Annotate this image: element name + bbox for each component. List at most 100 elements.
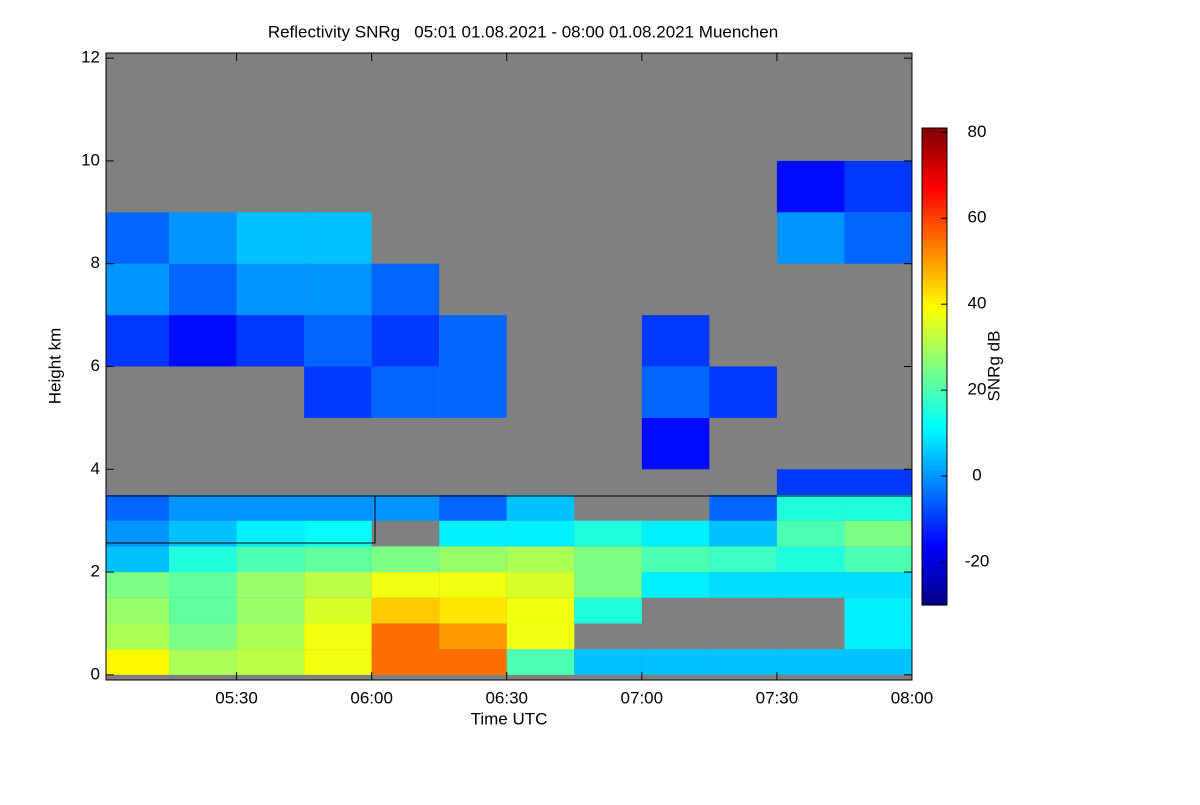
heatmap-cell — [106, 494, 170, 521]
heatmap-cell — [709, 649, 777, 675]
y-tick-label: 10 — [81, 150, 100, 169]
colorbar-step — [922, 235, 947, 240]
heatmap-cell — [304, 623, 372, 650]
y-axis-label: Height km — [45, 328, 64, 405]
colorbar-step — [922, 446, 947, 451]
colorbar-step — [922, 521, 947, 527]
colorbar-step — [922, 505, 947, 511]
heatmap-cell — [304, 520, 372, 547]
x-tick-label: 06:00 — [350, 688, 393, 707]
colorbar-step — [922, 593, 947, 598]
colorbar-step — [922, 179, 947, 185]
heatmap-cell — [574, 597, 642, 624]
colorbar-step — [922, 283, 947, 288]
heatmap-cell — [106, 597, 170, 624]
colorbar-step — [922, 485, 947, 491]
colorbar-step — [922, 517, 947, 523]
colorbar-step — [922, 465, 947, 471]
heatmap-cell — [371, 315, 440, 367]
colorbar-step — [922, 418, 947, 423]
heatmap-cell — [106, 546, 170, 573]
colorbar-step — [922, 247, 947, 252]
colorbar-step — [922, 569, 947, 574]
colorbar-step — [922, 171, 947, 177]
colorbar-step — [922, 155, 947, 161]
heatmap-cell — [776, 160, 845, 213]
heatmap-cell — [236, 520, 305, 547]
colorbar-step — [922, 553, 947, 558]
colorbar-step — [922, 251, 947, 256]
colorbar-step — [922, 537, 947, 542]
heatmap-cell — [371, 494, 440, 521]
colorbar-step — [922, 298, 947, 304]
x-tick-label: 07:00 — [621, 688, 664, 707]
colorbar-step — [922, 143, 947, 149]
colorbar-step — [922, 322, 947, 328]
colorbar-step — [922, 183, 947, 189]
colorbar-step — [922, 211, 947, 217]
colorbar-step — [922, 287, 947, 292]
heatmap-cell — [844, 597, 912, 624]
plot-frame — [105, 52, 913, 681]
heatmap-cell — [169, 212, 237, 264]
colorbar-label: SNRg dB — [984, 331, 1003, 402]
colorbar-step — [922, 545, 947, 550]
colorbar-step — [922, 350, 947, 356]
heatmap-cell — [574, 546, 642, 573]
heatmap-cell — [439, 366, 507, 418]
colorbar-step — [922, 306, 947, 312]
colorbar-step — [922, 139, 947, 145]
heatmap-cell — [371, 546, 440, 573]
heatmap-cell — [844, 469, 912, 495]
heatmap — [106, 160, 912, 675]
y-tick-label: 4 — [91, 459, 100, 478]
x-tick-label: 06:30 — [485, 688, 528, 707]
heatmap-cell — [169, 572, 237, 598]
heatmap-cell — [506, 520, 575, 547]
colorbar-step — [922, 358, 947, 364]
colorbar-step — [922, 581, 947, 586]
heatmap-cell — [844, 546, 912, 573]
colorbar-step — [922, 402, 947, 407]
heatmap-cell — [439, 597, 507, 624]
colorbar-tick-label: 0 — [972, 466, 981, 485]
heatmap-cell — [641, 649, 710, 675]
colorbar-step — [922, 175, 947, 181]
annotation-box — [106, 496, 376, 544]
heatmap-cell — [506, 597, 575, 624]
heatmap-cell — [844, 160, 912, 213]
heatmap-cell — [371, 366, 440, 418]
colorbar-step — [922, 163, 947, 169]
heatmap-cell — [169, 520, 237, 547]
colorbar-step — [922, 477, 947, 483]
colorbar-step — [922, 434, 947, 439]
heatmap-cell — [371, 263, 440, 316]
heatmap-cell — [844, 649, 912, 675]
heatmap-cell — [169, 315, 237, 367]
heatmap-cell — [236, 546, 305, 573]
heatmap-cell — [641, 546, 710, 573]
colorbar-step — [922, 374, 947, 380]
heatmap-cell — [236, 623, 305, 650]
colorbar-step — [922, 386, 947, 391]
heatmap-cell — [709, 572, 777, 598]
colorbar-step — [922, 302, 947, 308]
colorbar-step — [922, 227, 947, 232]
colorbar-step — [922, 501, 947, 507]
colorbar-step — [922, 473, 947, 479]
heatmap-cell — [304, 315, 372, 367]
heatmap-cell — [304, 572, 372, 598]
heatmap-cell — [169, 494, 237, 521]
colorbar-step — [922, 334, 947, 340]
heatmap-cell — [506, 649, 575, 675]
colorbar-step — [922, 509, 947, 515]
heatmap-cell — [304, 649, 372, 675]
heatmap-cell — [776, 572, 845, 598]
heatmap-cell — [106, 212, 170, 264]
colorbar-step — [922, 275, 947, 280]
heatmap-cell — [641, 520, 710, 547]
heatmap-cell — [371, 572, 440, 598]
colorbar-step — [922, 243, 947, 248]
colorbar-step — [922, 461, 947, 467]
